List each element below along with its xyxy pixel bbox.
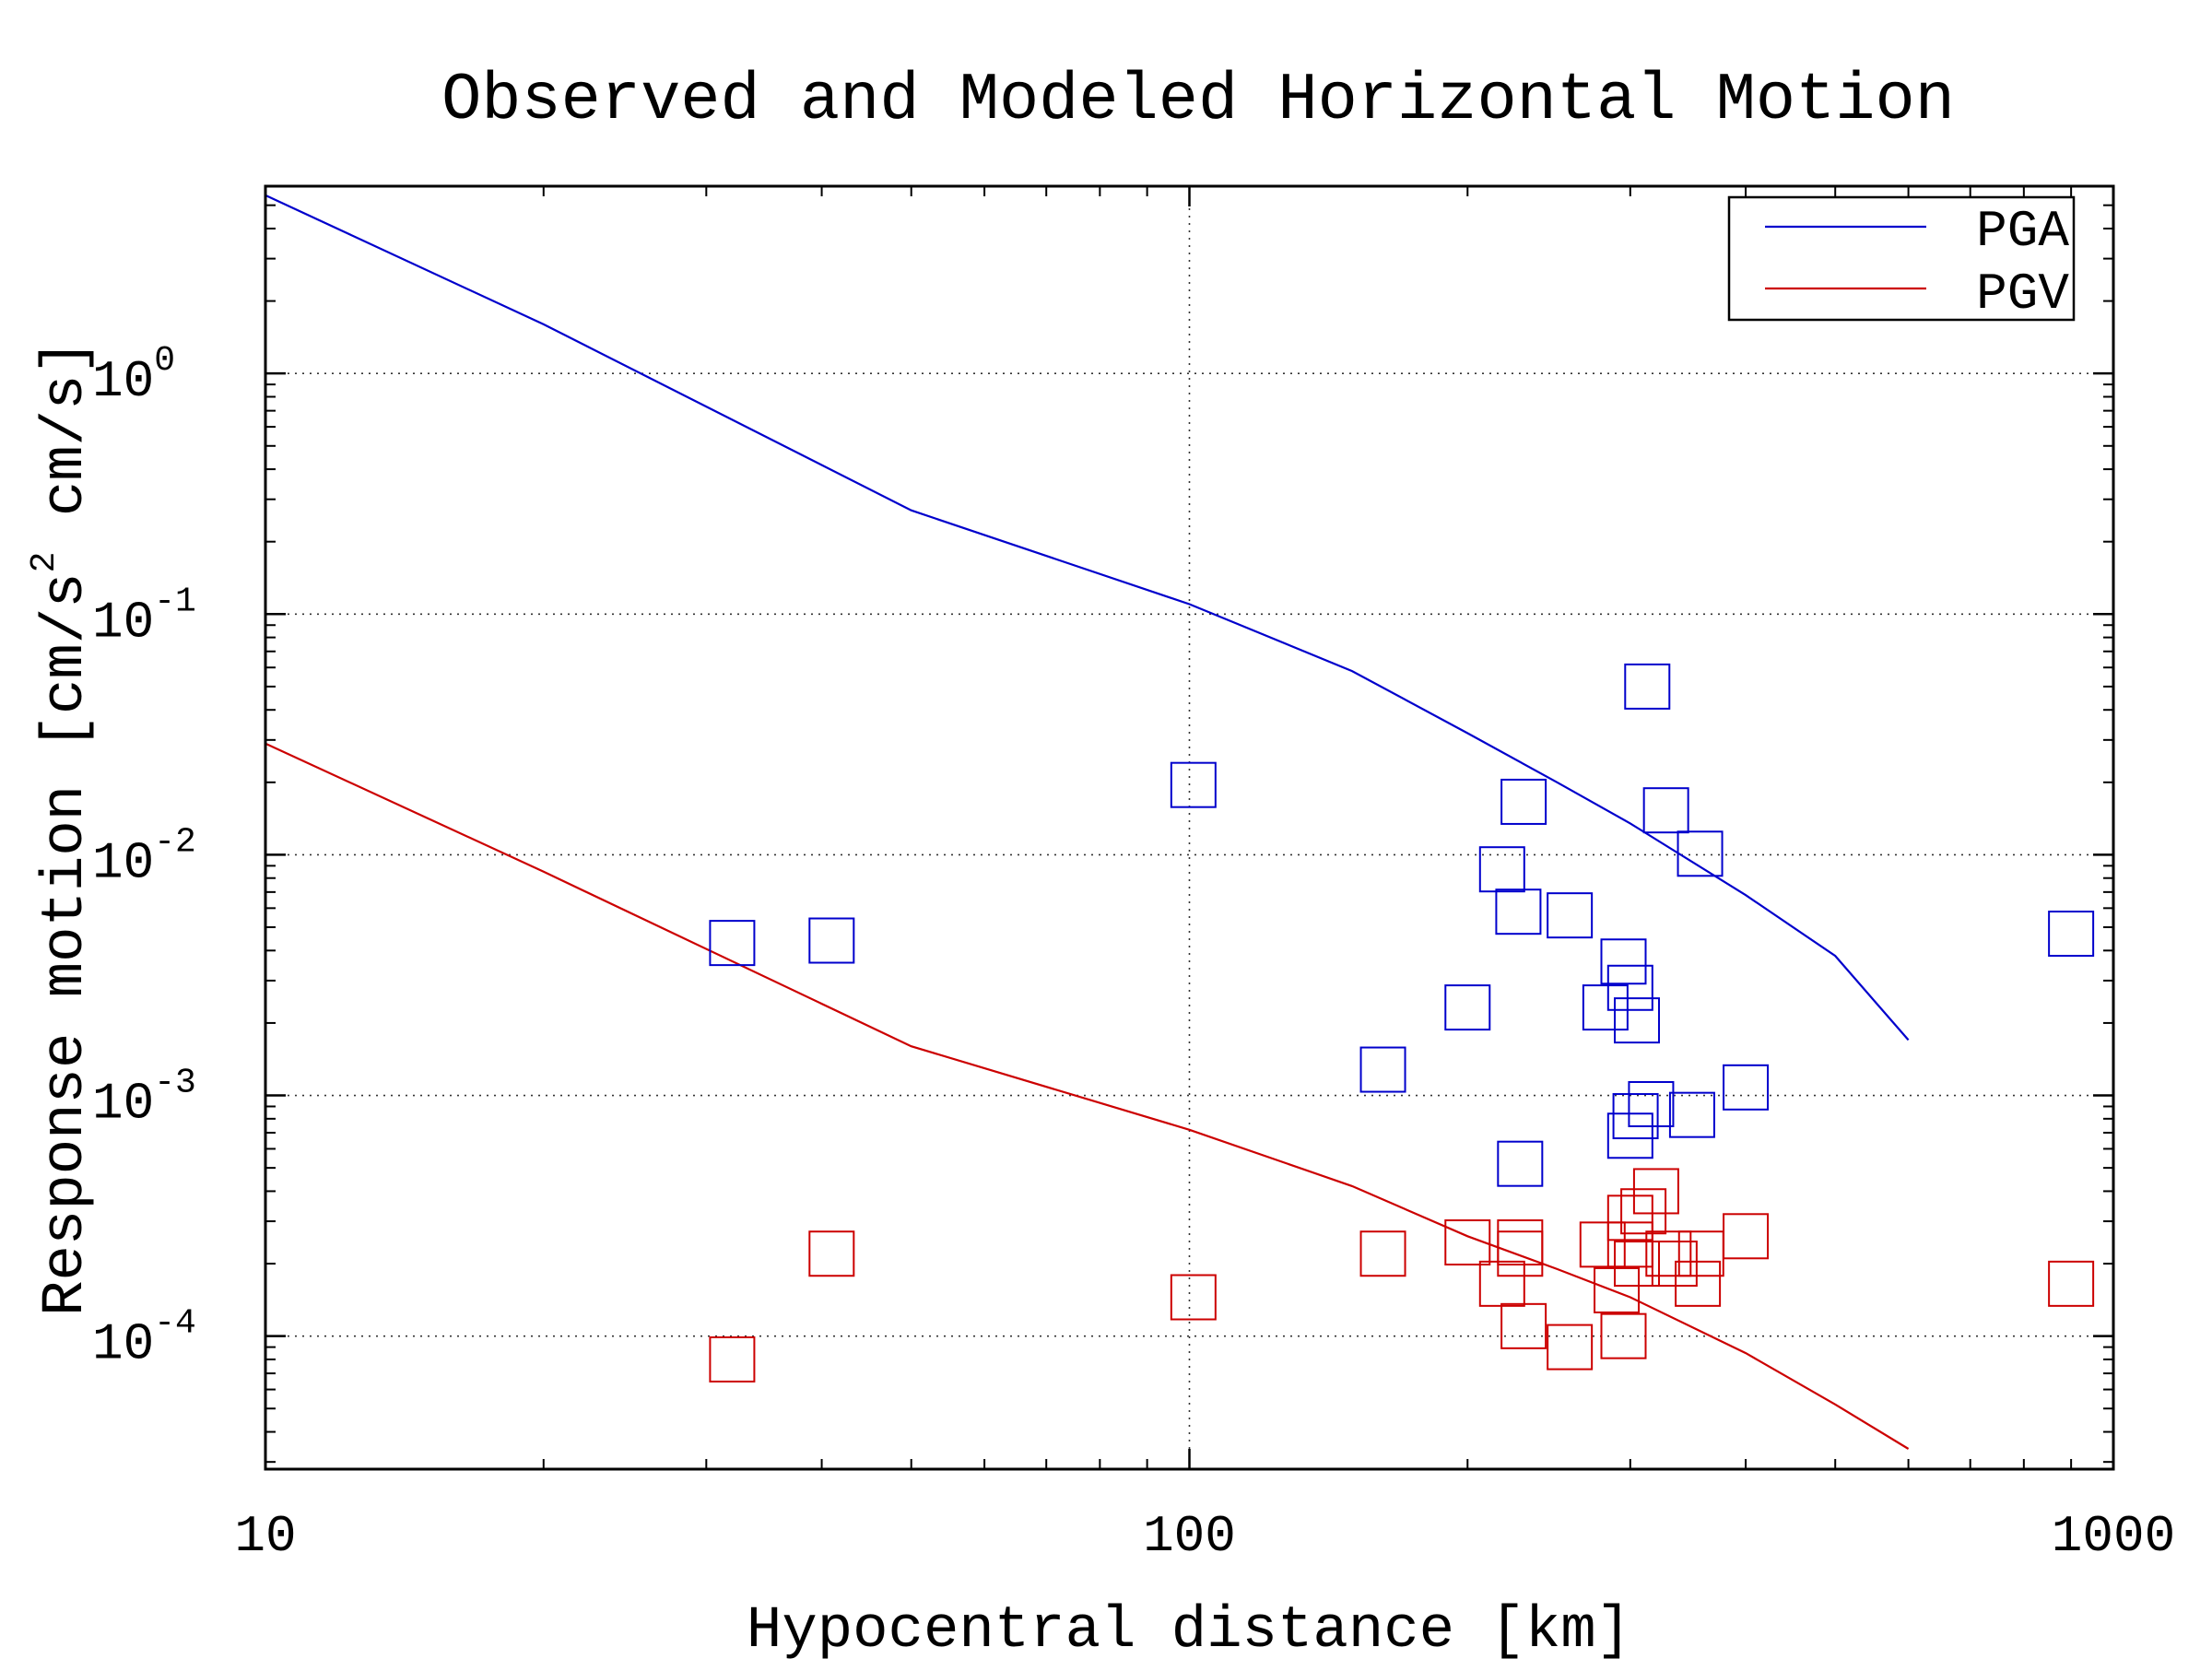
y-tick-label-exponent: -3 — [154, 1064, 196, 1103]
grid-lines — [265, 186, 2113, 1469]
data-point-marker — [808, 1230, 855, 1277]
data-point-marker — [1624, 663, 1671, 710]
legend-box — [1727, 195, 2076, 322]
y-tick-label-exponent: 0 — [154, 341, 175, 381]
y-tick-label-base: 10 — [92, 833, 154, 892]
x-tick-label: 100 — [1143, 1507, 1236, 1566]
data-point-marker — [1495, 888, 1542, 935]
y-axis-label: Response motion [cm/s2 cm/s] — [25, 339, 100, 1316]
series-layer — [265, 194, 2095, 1450]
data-point-marker — [1606, 1112, 1653, 1159]
data-point-marker — [1614, 1241, 1661, 1288]
data-point-marker — [1642, 787, 1689, 834]
y-axis-label-suffix: cm/s] — [33, 339, 100, 551]
data-point-marker — [1612, 1093, 1659, 1140]
data-point-marker — [1500, 778, 1547, 825]
data-point-marker — [1600, 938, 1647, 985]
data-point-marker — [1359, 1046, 1406, 1093]
data-point-marker — [1497, 1219, 1544, 1266]
data-point-marker — [1606, 964, 1653, 1011]
data-point-marker — [1675, 1260, 1722, 1307]
data-point-marker — [1614, 997, 1661, 1044]
data-point-marker — [1170, 761, 1217, 808]
series-line-pgv — [265, 742, 1910, 1450]
data-point-marker — [1582, 984, 1629, 1031]
data-point-marker — [1668, 1091, 1715, 1138]
data-point-marker — [709, 920, 756, 967]
data-point-marker — [1632, 1168, 1679, 1215]
chart-title: Observed and Modeled Horizontal Motion — [441, 63, 1955, 138]
y-axis-label-superscript: 2 — [25, 552, 65, 573]
y-tick-label-base: 10 — [92, 1075, 154, 1134]
data-point-marker — [1594, 1266, 1641, 1313]
data-point-marker — [1547, 1324, 1594, 1371]
legend: PGA PGV — [1727, 195, 2076, 324]
y-tick-label-base: 10 — [92, 593, 154, 652]
y-tick-label-base: 10 — [92, 1315, 154, 1374]
legend-label-pga: PGA — [1976, 202, 2069, 261]
data-point-marker — [1677, 1230, 1724, 1277]
legend-label-pgv: PGV — [1976, 265, 2069, 324]
data-point-marker — [1600, 1312, 1647, 1359]
data-point-marker — [2048, 1260, 2095, 1307]
data-point-marker — [808, 917, 855, 964]
x-axis-label: Hypocentral distance [km] — [747, 1598, 1631, 1659]
data-point-marker — [1628, 1080, 1675, 1127]
x-tick-label: 1000 — [2052, 1507, 2175, 1566]
data-point-marker — [1606, 1194, 1653, 1241]
y-tick-label-exponent: -1 — [154, 582, 196, 621]
data-point-marker — [709, 1335, 756, 1382]
data-point-marker — [1497, 1230, 1544, 1277]
data-point-marker — [1478, 1260, 1525, 1307]
y-tick-label-exponent: -2 — [154, 822, 196, 862]
data-point-marker — [1579, 1221, 1626, 1268]
y-tick-label: 10-3 — [92, 1064, 196, 1134]
data-point-marker — [1478, 846, 1525, 893]
y-tick-label: 10-4 — [92, 1304, 196, 1374]
data-point-marker — [1444, 984, 1491, 1031]
data-point-marker — [1723, 1064, 1770, 1111]
data-point-marker — [1651, 1241, 1698, 1288]
x-tick-label: 10 — [234, 1507, 296, 1566]
data-point-marker — [1170, 1274, 1217, 1321]
data-point-marker — [1444, 1219, 1491, 1266]
y-tick-label-exponent: -4 — [154, 1304, 196, 1344]
data-point-marker — [1723, 1213, 1770, 1260]
y-tick-label: 10-1 — [92, 582, 196, 652]
data-point-marker — [1500, 1302, 1547, 1349]
data-point-marker — [1620, 1188, 1667, 1235]
data-point-marker — [1645, 1230, 1692, 1277]
y-tick-label: 10-2 — [92, 822, 196, 892]
y-tick-label-base: 10 — [92, 352, 154, 411]
data-point-marker — [1359, 1230, 1406, 1277]
data-point-marker — [1677, 830, 1724, 877]
data-point-marker — [1547, 892, 1594, 939]
y-tick-label: 100 — [92, 341, 175, 411]
y-axis-label-prefix: Response motion [cm/s — [33, 572, 100, 1316]
data-point-marker — [1497, 1140, 1544, 1187]
data-point-marker — [2048, 911, 2095, 958]
series-line-pga — [265, 194, 1910, 1041]
